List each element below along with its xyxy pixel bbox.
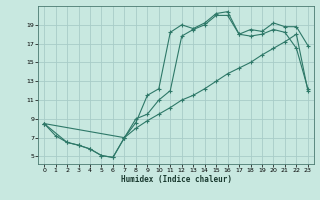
X-axis label: Humidex (Indice chaleur): Humidex (Indice chaleur) bbox=[121, 175, 231, 184]
